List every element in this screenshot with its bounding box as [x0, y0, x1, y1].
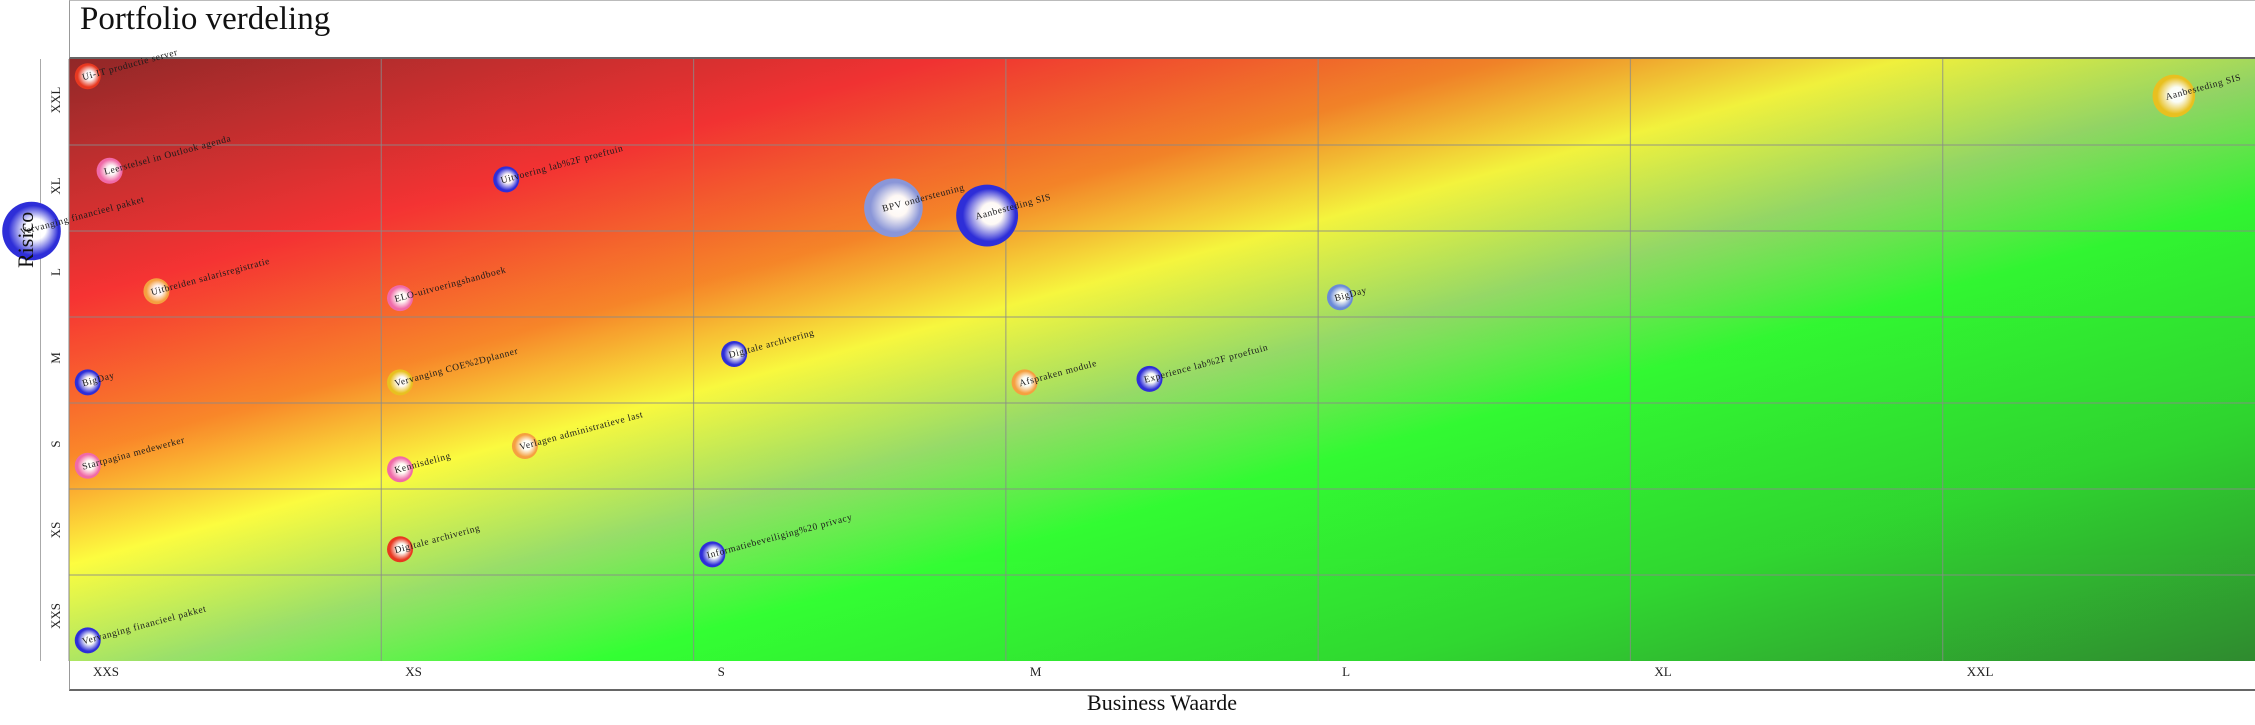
y-tick-label: XL — [48, 177, 63, 194]
bubble-circle — [699, 541, 726, 568]
bubble-circle — [74, 627, 101, 654]
x-axis-title: Business Waarde — [1087, 690, 1237, 715]
bubble-circle — [1011, 369, 1038, 396]
bubble-circle — [74, 452, 101, 479]
bubble-circle — [956, 184, 1019, 247]
bubble-circle — [387, 285, 414, 312]
grid-lines — [69, 59, 2255, 661]
chart-title-bar: Portfolio verdeling — [69, 0, 2255, 59]
y-tick-label: XXS — [48, 603, 63, 629]
y-tick-label: M — [48, 352, 63, 364]
y-tick-label: L — [48, 268, 63, 276]
bubble-circle — [1327, 284, 1354, 311]
bubble-circle — [493, 166, 520, 193]
bubble-circle — [74, 369, 101, 396]
bubble-circle — [387, 536, 414, 563]
x-tick-label: M — [1030, 664, 1042, 679]
bubble-circle — [96, 157, 123, 184]
x-tick-label: XL — [1654, 664, 1671, 679]
x-tick-label: XXL — [1967, 664, 1994, 679]
plot-shade — [69, 59, 2255, 661]
bubble-circle — [2152, 74, 2196, 118]
bubble-circle — [387, 369, 414, 396]
bubble-circle — [721, 340, 748, 367]
y-axis-title: Risico — [13, 211, 38, 268]
x-tick-label: XXS — [93, 664, 119, 679]
bubble-circle — [2, 201, 61, 261]
chart-title: Portfolio verdeling — [80, 1, 331, 37]
x-axis-row — [69, 661, 2255, 691]
x-tick-label: L — [1342, 664, 1350, 679]
bubble-circle — [143, 278, 170, 305]
x-tick-label: XS — [405, 664, 422, 679]
y-tick-label: XS — [48, 522, 63, 539]
y-tick-label: XXL — [48, 87, 63, 114]
bubble-circle — [1136, 365, 1163, 392]
bubble-circle — [387, 456, 414, 483]
x-tick-label: S — [718, 664, 725, 679]
bubble-circle — [74, 63, 101, 90]
y-tick-label: S — [48, 440, 63, 447]
bubble-circle — [511, 433, 538, 459]
bubble-circle — [864, 178, 923, 238]
axis-divider — [40, 59, 41, 661]
